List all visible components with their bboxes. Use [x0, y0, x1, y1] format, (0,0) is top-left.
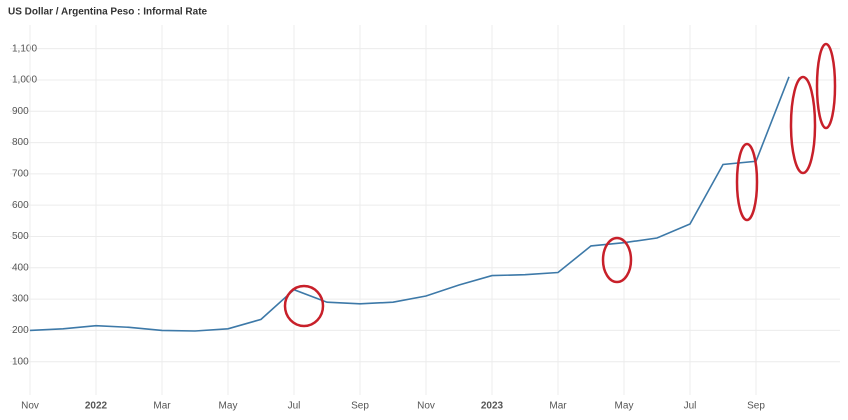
highlight-circle: [789, 75, 817, 175]
highlight-circle: [815, 42, 837, 130]
x-tick-label: Jul: [684, 401, 697, 412]
y-tick-label: 1,100: [12, 43, 37, 54]
x-tick-label: Jul: [288, 401, 301, 412]
x-tick-label: Mar: [153, 401, 171, 412]
y-tick-label: 600: [12, 200, 29, 211]
x-tick-label: Nov: [417, 401, 435, 412]
x-tick-label: 2023: [481, 401, 504, 412]
y-tick-label: 400: [12, 262, 29, 273]
y-tick-label: 800: [12, 137, 29, 148]
y-tick-label: 1,000: [12, 75, 37, 86]
x-tick-label: May: [219, 401, 238, 412]
chart-title: US Dollar / Argentina Peso : Informal Ra…: [8, 7, 208, 18]
highlight-circle: [283, 284, 325, 328]
x-tick-label: May: [615, 401, 634, 412]
y-tick-label: 100: [12, 356, 29, 367]
x-tick-label: Sep: [351, 401, 369, 412]
y-tick-label: 300: [12, 294, 29, 305]
y-tick-label: 500: [12, 231, 29, 242]
y-tick-label: 200: [12, 325, 29, 336]
x-tick-label: Sep: [747, 401, 765, 412]
annotations: [283, 42, 837, 328]
x-tick-label: Nov: [21, 401, 39, 412]
highlight-circle: [601, 236, 633, 284]
line-series: [29, 76, 790, 332]
x-tick-label: 2022: [85, 401, 108, 412]
x-tick-label: Mar: [549, 401, 567, 412]
y-tick-label: 700: [12, 169, 29, 180]
highlight-circle: [735, 142, 759, 222]
y-tick-label: 900: [12, 106, 29, 117]
plot: 100 200 300 400 500 600 700 800 900 1,000 1,100 Nov…: [10, 25, 840, 412]
